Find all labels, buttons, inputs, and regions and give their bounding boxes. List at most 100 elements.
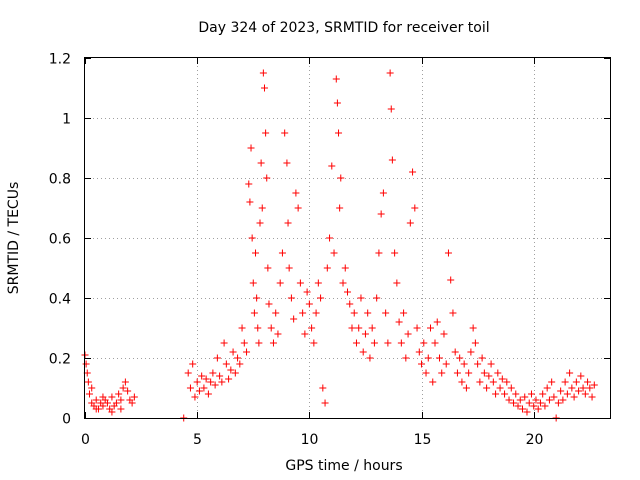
- data-point: [561, 378, 569, 386]
- data-point: [519, 405, 526, 413]
- data-point: [337, 174, 345, 182]
- data-point: [532, 396, 540, 404]
- y-tick-label: 1: [62, 112, 71, 128]
- data-point: [260, 84, 268, 92]
- data-point: [395, 318, 403, 326]
- data-point: [505, 396, 513, 404]
- data-point: [248, 234, 256, 242]
- data-point: [413, 324, 421, 332]
- data-point: [588, 393, 596, 401]
- data-point: [523, 408, 531, 416]
- data-point: [314, 279, 322, 287]
- data-point: [191, 393, 199, 401]
- data-point: [586, 384, 594, 392]
- data-point: [108, 408, 116, 416]
- data-point: [494, 369, 502, 377]
- data-point: [503, 378, 511, 386]
- data-point: [514, 402, 522, 410]
- data-point: [335, 129, 343, 137]
- data-point: [290, 315, 298, 323]
- data-point: [222, 360, 230, 368]
- data-points: [81, 69, 598, 422]
- data-point: [130, 393, 138, 401]
- data-point: [319, 384, 327, 392]
- data-point: [469, 324, 477, 332]
- y-tick-label: 0.2: [49, 352, 71, 368]
- data-point: [317, 294, 325, 302]
- data-point: [303, 288, 311, 296]
- data-point: [216, 372, 224, 380]
- data-point: [348, 324, 356, 332]
- data-point: [195, 387, 203, 395]
- data-point: [294, 204, 302, 212]
- data-point: [231, 369, 239, 377]
- data-point: [253, 294, 261, 302]
- data-point: [451, 348, 459, 356]
- data-point: [411, 204, 419, 212]
- data-point: [189, 360, 197, 368]
- data-point: [99, 393, 107, 401]
- data-point: [284, 219, 292, 227]
- data-point: [577, 372, 585, 380]
- data-point: [352, 339, 360, 347]
- data-point: [458, 378, 466, 386]
- data-point: [418, 360, 426, 368]
- data-point: [480, 369, 488, 377]
- gridlines: [85, 58, 610, 418]
- data-point: [258, 204, 266, 212]
- data-point: [254, 324, 262, 332]
- data-point: [292, 189, 300, 197]
- data-point: [204, 390, 212, 398]
- data-point: [496, 384, 504, 392]
- data-point: [236, 360, 244, 368]
- data-point: [359, 348, 367, 356]
- data-point: [444, 249, 452, 257]
- data-point: [424, 354, 432, 362]
- data-point: [471, 339, 479, 347]
- data-point: [229, 348, 237, 356]
- data-point: [465, 369, 473, 377]
- data-point: [333, 99, 341, 107]
- data-point: [341, 264, 349, 272]
- data-point: [498, 375, 506, 383]
- y-tick-label: 1.2: [49, 52, 71, 68]
- data-point: [453, 369, 461, 377]
- data-point: [386, 69, 394, 77]
- data-point: [262, 129, 270, 137]
- data-point: [557, 387, 565, 395]
- data-point: [487, 360, 495, 368]
- data-point: [99, 402, 107, 410]
- data-point: [373, 294, 381, 302]
- data-point: [521, 393, 529, 401]
- data-point: [387, 105, 395, 113]
- data-point: [510, 399, 518, 407]
- data-point: [431, 339, 439, 347]
- data-point: [243, 348, 251, 356]
- data-point: [117, 405, 125, 413]
- data-point: [186, 384, 194, 392]
- data-point: [328, 162, 336, 170]
- data-point: [267, 324, 275, 332]
- data-point: [119, 384, 127, 392]
- data-point: [276, 279, 284, 287]
- data-point: [82, 360, 90, 368]
- data-point: [570, 393, 578, 401]
- data-point: [422, 369, 430, 377]
- x-tick-label: 5: [193, 432, 202, 448]
- data-point: [336, 204, 344, 212]
- data-point: [184, 369, 192, 377]
- data-point: [525, 399, 533, 407]
- data-point: [534, 405, 542, 413]
- data-point: [283, 159, 291, 167]
- data-point: [92, 396, 100, 404]
- data-point: [326, 234, 334, 242]
- data-point: [440, 330, 448, 338]
- data-point: [211, 381, 219, 389]
- data-point: [332, 75, 340, 83]
- data-point: [287, 294, 295, 302]
- data-point: [566, 369, 574, 377]
- data-point: [355, 324, 363, 332]
- data-point: [554, 399, 562, 407]
- data-point: [247, 144, 255, 152]
- data-point: [393, 279, 401, 287]
